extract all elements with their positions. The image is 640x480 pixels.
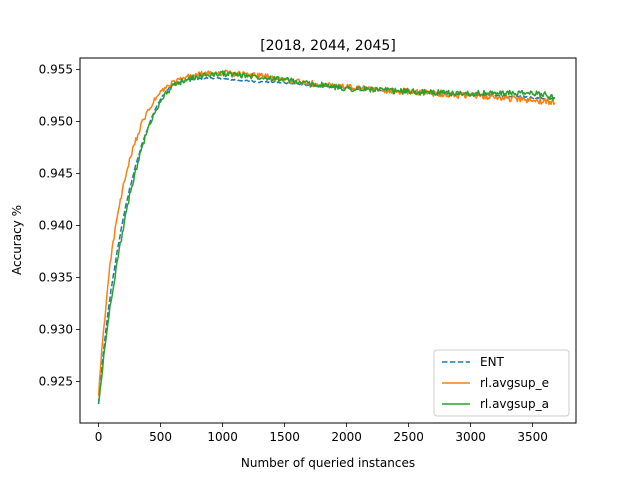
chart-title: [2018, 2044, 2045] [260,38,396,54]
legend-label: rl.avgsup_a [480,397,549,411]
x-tick-label: 1000 [207,430,238,444]
legend-box [433,349,570,417]
legend-label: ENT [480,355,505,369]
plot-frame [79,57,577,424]
x-tick-label: 2500 [393,430,424,444]
y-tick-label: 0.940 [39,218,73,232]
x-tick-label: 500 [149,430,172,444]
series-line-rl-avgsup-a [97,70,556,403]
x-axis-label: Number of queried instances [241,456,415,470]
y-tick-label: 0.955 [39,62,73,76]
x-tick-label: 3000 [455,430,486,444]
legend-label: rl.avgsup_e [480,376,549,390]
x-tick-label: 0 [95,430,103,444]
y-tick-label: 0.930 [39,322,73,336]
x-tick-label: 3500 [517,430,548,444]
series-layer [97,69,556,405]
legend: ENT rl.avgsup_e rl.avgsup_a [433,349,570,417]
y-tick-label: 0.925 [39,374,73,388]
y-tick-label: 0.945 [39,166,73,180]
x-tick-label: 2000 [331,430,362,444]
x-tick-label: 1500 [269,430,300,444]
y-axis-label: Accuracy % [10,205,24,275]
y-axis: 0.925 0.930 0.935 0.940 0.945 0.950 0.955 [39,62,80,388]
y-tick-label: 0.935 [39,270,73,284]
y-tick-label: 0.950 [39,114,73,128]
x-axis: 0 500 1000 1500 2000 2500 3000 3500 [95,423,548,444]
